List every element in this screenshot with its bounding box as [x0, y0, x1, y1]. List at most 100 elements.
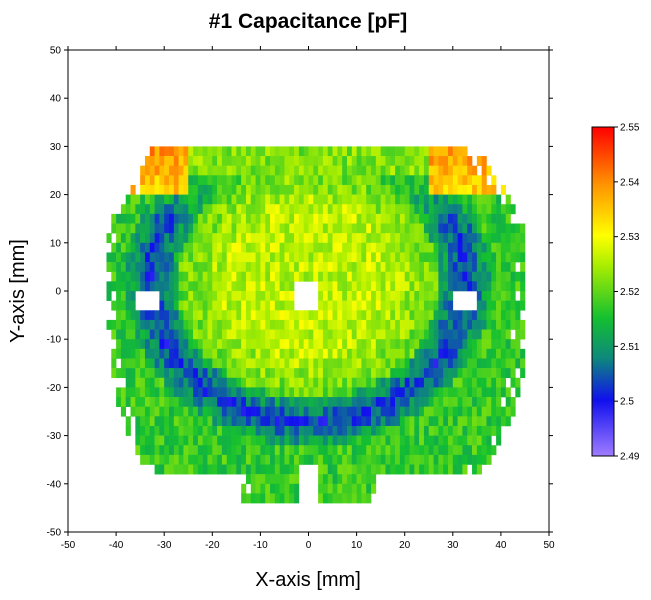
heatmap-cell — [236, 416, 242, 427]
heatmap-cell — [202, 242, 208, 253]
heatmap-cell — [284, 252, 290, 263]
y-tick-label: -10 — [47, 335, 62, 346]
heatmap-cell — [159, 291, 165, 301]
heatmap-cell — [294, 213, 300, 224]
heatmap-cell — [433, 291, 439, 301]
heatmap-cell — [452, 262, 458, 273]
heatmap-cell — [265, 425, 271, 436]
heatmap-cell — [356, 204, 362, 215]
heatmap-cell — [274, 445, 280, 456]
heatmap-cell — [452, 368, 458, 379]
heatmap-cell — [144, 175, 151, 186]
heatmap-cell — [279, 493, 285, 504]
heatmap-cell — [409, 406, 415, 417]
heatmap-cell — [294, 483, 300, 494]
heatmap-cell — [515, 252, 521, 263]
heatmap-cell — [322, 300, 329, 311]
heatmap-cell — [332, 416, 338, 427]
heatmap-cell — [496, 368, 502, 379]
heatmap-cell — [399, 165, 405, 176]
heatmap-cell — [298, 387, 304, 398]
heatmap-cell — [173, 425, 179, 436]
heatmap-cell — [144, 233, 151, 244]
heatmap-cell — [294, 474, 300, 485]
heatmap-cell — [375, 204, 381, 215]
heatmap-cell — [260, 262, 266, 273]
heatmap-cell — [476, 213, 482, 224]
heatmap-cell — [414, 300, 420, 311]
heatmap-cell — [125, 281, 131, 292]
heatmap-cell — [140, 281, 146, 292]
heatmap-cell — [322, 146, 329, 157]
heatmap-cell — [164, 425, 170, 436]
heatmap-cell — [202, 184, 208, 195]
heatmap-cell — [472, 358, 478, 369]
heatmap-cell — [356, 406, 362, 417]
heatmap-cell — [361, 368, 367, 379]
heatmap-cell — [395, 242, 401, 253]
heatmap-cell — [496, 300, 502, 311]
heatmap-cell — [404, 223, 410, 234]
heatmap-cell — [193, 435, 199, 446]
heatmap-cell — [419, 184, 425, 195]
heatmap-cell — [193, 339, 199, 350]
heatmap-cell — [135, 397, 141, 407]
heatmap-cell — [236, 291, 242, 301]
heatmap-cell — [260, 223, 266, 234]
heatmap-cell — [308, 406, 314, 417]
heatmap-cell — [116, 329, 122, 340]
heatmap-cell — [433, 165, 439, 176]
x-tick-label: 10 — [351, 540, 363, 551]
heatmap-cell — [188, 165, 194, 176]
heatmap-cell — [298, 319, 304, 330]
heatmap-cell — [135, 348, 141, 359]
heatmap-cell — [221, 300, 228, 311]
heatmap-cell — [322, 165, 329, 176]
heatmap-cell — [375, 242, 381, 253]
heatmap-cell — [265, 242, 271, 253]
heatmap-cell — [178, 310, 184, 321]
heatmap-cell — [318, 435, 324, 446]
heatmap-cell — [385, 175, 391, 186]
heatmap-cell — [346, 319, 353, 330]
heatmap-cell — [452, 175, 458, 186]
heatmap-cell — [452, 271, 458, 282]
heatmap-cell — [159, 348, 165, 359]
heatmap-cell — [361, 233, 367, 244]
heatmap-cell — [491, 204, 497, 215]
heatmap-cell — [505, 416, 511, 427]
heatmap-cell — [342, 454, 348, 465]
heatmap-cell — [303, 329, 309, 340]
heatmap-cell — [313, 339, 319, 350]
heatmap-cell — [284, 435, 290, 446]
heatmap-cell — [520, 319, 526, 330]
heatmap-cell — [366, 252, 372, 263]
heatmap-cell — [274, 464, 280, 475]
heatmap-cell — [457, 348, 463, 359]
heatmap-cell — [433, 310, 439, 321]
heatmap-cell — [385, 252, 391, 263]
heatmap-cell — [409, 291, 415, 301]
heatmap-cell — [221, 377, 228, 388]
heatmap-cell — [366, 184, 372, 195]
heatmap-cell — [419, 233, 425, 244]
heatmap-cell — [169, 329, 175, 340]
heatmap-cell — [144, 445, 151, 456]
heatmap-cell — [322, 223, 329, 234]
heatmap-cell — [380, 184, 386, 195]
heatmap-cell — [106, 319, 112, 330]
heatmap-cell — [260, 242, 266, 253]
heatmap-cell — [366, 397, 372, 407]
heatmap-cell — [380, 368, 386, 379]
heatmap-cell — [255, 175, 261, 186]
heatmap-cell — [173, 213, 179, 224]
heatmap-cell — [245, 242, 252, 253]
heatmap-cell — [390, 281, 396, 292]
heatmap-cell — [231, 223, 237, 234]
heatmap-cell — [443, 387, 449, 398]
heatmap-cell — [125, 358, 131, 369]
heatmap-cell — [270, 291, 276, 301]
heatmap-cell — [462, 425, 468, 436]
heatmap-cell — [428, 262, 434, 273]
heatmap-cell — [125, 194, 131, 205]
